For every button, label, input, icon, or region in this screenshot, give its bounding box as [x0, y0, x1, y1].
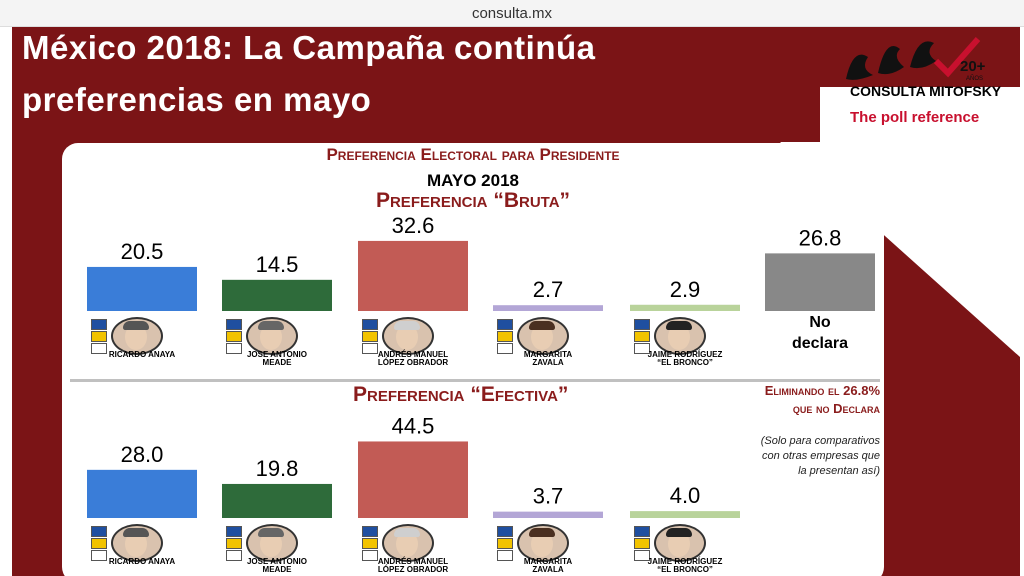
candidate-name: ANDRÉS MANUEL LÓPEZ OBRADOR [377, 350, 449, 367]
candidate-name: JAIME RODRÍGUEZ “EL BRONCO” [647, 350, 723, 367]
section-divider [70, 379, 880, 382]
bar-efectiva-1 [222, 483, 332, 518]
logo-tagline: The poll reference [850, 109, 980, 126]
candidate-photo-icon [654, 524, 706, 562]
note-line3: la presentan así) [798, 465, 880, 477]
party-logo-icon [91, 319, 107, 354]
party-logo-icon [226, 526, 242, 561]
candidate-photo-icon [382, 524, 434, 562]
bar-bruta-1 [222, 279, 332, 311]
bar-label-efectiva-0: 28.0 [121, 442, 164, 467]
candidate-name: MARGARITA ZAVALA [523, 557, 573, 574]
bar-efectiva-4 [630, 511, 740, 518]
bar-bruta-5 [765, 253, 875, 311]
candidate-tile: ANDRÉS MANUEL LÓPEZ OBRADOR [358, 317, 468, 367]
bar-label-bruta-2: 32.6 [392, 213, 435, 238]
candidate-photo-icon [111, 524, 163, 562]
no-declara-line2: declara [791, 335, 849, 352]
candidate-tile: MARGARITA ZAVALA [493, 317, 603, 367]
bar-bruta-2 [358, 240, 468, 311]
section1-title: Preferencia “Bruta” [375, 189, 571, 212]
party-logo-icon [497, 319, 513, 354]
note-no-declara: que no Declara [792, 401, 880, 416]
candidate-tile: JOSE ANTONIO MEADE [222, 317, 332, 367]
logo-name: CONSULTA MITOFSKY [850, 83, 1002, 99]
bar-label-bruta-1: 14.5 [256, 252, 299, 277]
candidate-name: ANDRÉS MANUEL LÓPEZ OBRADOR [377, 557, 449, 574]
candidate-name: JOSE ANTONIO MEADE [246, 557, 307, 574]
bar-label-bruta-4: 2.9 [670, 277, 701, 302]
url-text[interactable]: consulta.mx [471, 5, 553, 22]
bar-label-efectiva-2: 44.5 [392, 413, 435, 438]
candidate-tile: RICARDO ANAYA [87, 524, 197, 570]
candidate-photo-icon [246, 524, 298, 562]
no-declara-label: No declara [765, 312, 875, 354]
candidate-photo-icon [382, 317, 434, 355]
no-declara-line1: No [809, 314, 831, 331]
candidate-photo-icon [517, 524, 569, 562]
candidate-photo-icon [654, 317, 706, 355]
party-logo-icon [634, 319, 650, 354]
bar-label-efectiva-3: 3.7 [533, 484, 564, 509]
browser-bar: consulta.mx [0, 0, 1024, 27]
bar-efectiva-2 [358, 441, 468, 518]
candidate-name: JOSE ANTONIO MEADE [246, 350, 307, 367]
section2-title: Preferencia “Efectiva” [353, 383, 569, 406]
logo-anniversary: 20+ [960, 58, 986, 75]
white-wedge [780, 87, 1024, 576]
bar-label-efectiva-1: 19.8 [256, 456, 299, 481]
bar-label-bruta-5: 26.8 [799, 225, 842, 250]
candidate-tile: JAIME RODRÍGUEZ “EL BRONCO” [630, 524, 740, 574]
candidate-name: JAIME RODRÍGUEZ “EL BRONCO” [647, 557, 723, 574]
bar-bruta-4 [630, 304, 740, 311]
panel-title: Preferencia Electoral para Presidente [326, 145, 620, 164]
note-line2: con otras empresas que [761, 450, 880, 462]
candidate-tile: JOSE ANTONIO MEADE [222, 524, 332, 574]
bar-label-efectiva-4: 4.0 [670, 483, 701, 508]
bar-bruta-0 [87, 266, 197, 311]
party-logo-icon [497, 526, 513, 561]
candidate-name: RICARDO ANAYA [108, 557, 176, 566]
note-eliminando: Eliminando el 26.8% [764, 383, 880, 398]
logo-anniversary-sub: AÑOS [966, 75, 983, 82]
party-logo-icon [91, 526, 107, 561]
bar-bruta-3 [493, 305, 603, 311]
slide-title-line2: preferencias en mayo [22, 81, 372, 118]
candidate-tile: MARGARITA ZAVALA [493, 524, 603, 574]
bar-label-bruta-3: 2.7 [533, 277, 564, 302]
party-logo-icon [362, 319, 378, 354]
note-line1: (Solo para comparativos [760, 435, 880, 447]
candidate-photo-icon [246, 317, 298, 355]
mitofsky-logo-icon: 20+ AÑOS [846, 37, 986, 82]
candidate-name: MARGARITA ZAVALA [523, 350, 573, 367]
slide-title-line1: México 2018: La Campaña continúa [22, 29, 596, 66]
candidate-tile: RICARDO ANAYA [87, 317, 197, 363]
slide: México 2018: La Campaña continúa prefere… [0, 27, 1024, 576]
bar-efectiva-3 [493, 511, 603, 518]
preference-bar-charts: 20.5 14.5 32.6 2.7 2.9 26.8 28.0 19.8 44.5 3.7 4.0 [87, 213, 875, 518]
candidate-tile: ANDRÉS MANUEL LÓPEZ OBRADOR [358, 524, 468, 574]
chart-panel [62, 143, 884, 576]
candidate-name: RICARDO ANAYA [108, 350, 176, 359]
bar-efectiva-0 [87, 469, 197, 518]
party-logo-icon [362, 526, 378, 561]
candidate-photo-icon [111, 317, 163, 355]
candidate-tile: JAIME RODRÍGUEZ “EL BRONCO” [630, 317, 740, 367]
bar-label-bruta-0: 20.5 [121, 239, 164, 264]
panel-period: MAYO 2018 [427, 171, 519, 190]
party-logo-icon [634, 526, 650, 561]
candidate-photo-icon [517, 317, 569, 355]
party-logo-icon [226, 319, 242, 354]
